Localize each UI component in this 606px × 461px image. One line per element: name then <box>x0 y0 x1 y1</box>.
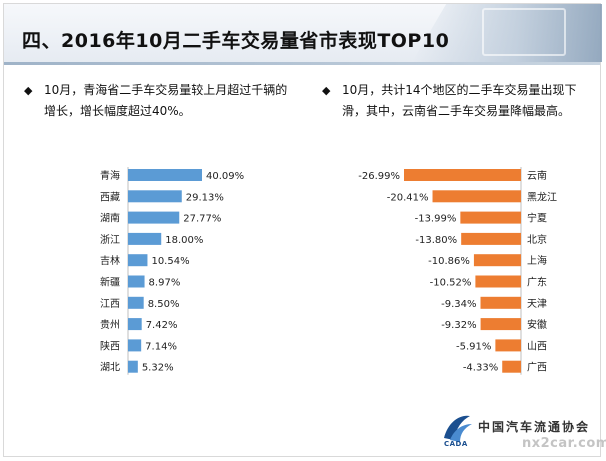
decrease-value-label: -10.86% <box>428 256 470 267</box>
watermark: nx2car.com <box>522 436 606 451</box>
increase-bar <box>128 190 182 203</box>
increase-bar <box>128 296 144 309</box>
increase-value-label: 29.13% <box>186 192 224 203</box>
increase-bar <box>128 232 162 245</box>
note-right: ◆ 10月，共计14个地区的二手车交易量出现下滑，其中，云南省二手车交易量降幅最… <box>322 80 592 150</box>
decrease-bar <box>495 339 521 352</box>
logo-text: 中国汽车流通协会 <box>478 420 591 434</box>
decrease-category-label: 宁夏 <box>527 212 547 225</box>
note-left-text: 10月，青海省二手车交易量较上月超过千辆的增长，增长幅度超过40%。 <box>44 83 288 118</box>
decrease-category-label: 上海 <box>527 254 547 267</box>
increase-category-label: 湖南 <box>100 212 120 225</box>
increase-bar <box>128 169 202 181</box>
increase-value-label: 27.77% <box>183 214 221 225</box>
decrease-value-label: -13.99% <box>415 214 457 225</box>
slide-frame <box>3 3 601 457</box>
decrease-bar <box>480 318 521 331</box>
increase-category-label: 新疆 <box>100 276 120 289</box>
decrease-value-label: -13.80% <box>415 235 457 246</box>
increase-bar <box>128 339 142 352</box>
increase-category-label: 陕西 <box>100 339 120 352</box>
increase-category-label: 吉林 <box>100 254 120 267</box>
decrease-bar <box>432 190 521 203</box>
increase-value-label: 7.14% <box>145 341 177 352</box>
increase-bar <box>128 254 148 267</box>
increase-value-label: 5.32% <box>142 363 174 374</box>
decrease-bar <box>502 360 521 373</box>
decrease-bar <box>475 275 521 288</box>
decrease-value-label: -9.34% <box>441 299 476 310</box>
increase-bar <box>128 211 180 224</box>
increase-category-label: 青海 <box>100 169 120 182</box>
decrease-bar <box>460 211 521 224</box>
decrease-bar <box>461 232 521 245</box>
header-decoration <box>412 4 602 62</box>
increase-value-label: 40.09% <box>206 171 244 182</box>
note-left: ◆ 10月，青海省二手车交易量较上月超过千辆的增长，增长幅度超过40%。 <box>24 80 294 130</box>
increase-value-label: 8.50% <box>148 299 180 310</box>
increase-value-label: 18.00% <box>165 235 203 246</box>
increase-category-label: 湖北 <box>100 362 120 374</box>
note-right-text: 10月，共计14个地区的二手车交易量出现下滑，其中，云南省二手车交易量降幅最高。 <box>342 83 577 118</box>
footer-logo: 中国汽车流通协会 CADA <box>440 410 600 454</box>
increase-bar <box>128 318 142 331</box>
increase-value-label: 10.54% <box>151 256 189 267</box>
logo-sub: CADA <box>444 440 468 448</box>
increase-category-label: 西藏 <box>100 191 120 203</box>
bullet-icon: ◆ <box>322 84 331 97</box>
title-rule <box>4 62 600 65</box>
cada-logo-icon <box>444 415 472 442</box>
decrease-category-label: 山西 <box>527 340 547 352</box>
increase-category-label: 浙江 <box>100 234 120 246</box>
decrease-category-label: 北京 <box>527 233 547 246</box>
bullet-icon: ◆ <box>24 84 33 97</box>
increase-bar <box>128 360 138 373</box>
increase-category-label: 贵州 <box>100 318 120 331</box>
increase-value-label: 7.42% <box>146 320 178 331</box>
decrease-value-label: -4.33% <box>463 363 498 374</box>
decrease-category-label: 云南 <box>527 169 547 182</box>
decrease-value-label: -20.41% <box>387 192 429 203</box>
decrease-category-label: 天津 <box>527 298 547 310</box>
decrease-category-label: 安徽 <box>527 318 547 331</box>
decrease-value-label: -5.91% <box>456 341 491 352</box>
decrease-value-label: -10.52% <box>430 278 472 289</box>
decrease-bar <box>473 254 521 267</box>
decrease-value-label: -9.32% <box>441 320 476 331</box>
decrease-category-label: 广东 <box>527 276 547 289</box>
page-title: 四、2016年10月二手车交易量省市表现TOP10 <box>22 30 450 52</box>
decrease-bar <box>480 296 521 309</box>
header-decoration-frame <box>482 8 566 56</box>
increase-category-label: 江西 <box>100 298 120 310</box>
decrease-category-label: 黑龙江 <box>527 190 557 203</box>
decrease-bar <box>404 169 521 181</box>
increase-bar <box>128 275 145 288</box>
decrease-category-label: 广西 <box>527 362 547 374</box>
decrease-value-label: -26.99% <box>358 171 400 182</box>
increase-value-label: 8.97% <box>149 278 181 289</box>
